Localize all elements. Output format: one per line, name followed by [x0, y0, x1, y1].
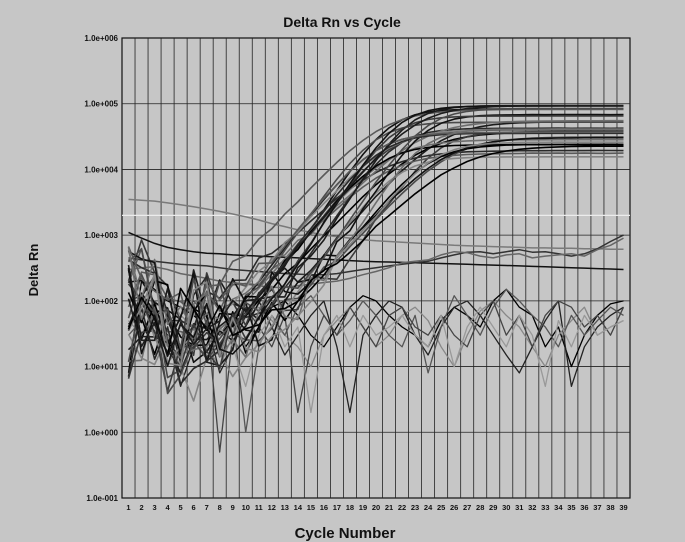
x-tick-label: 21	[385, 503, 393, 512]
x-tick-label: 3	[152, 503, 156, 512]
x-tick-label: 16	[320, 503, 328, 512]
y-tick-label: 1.0e+000	[84, 428, 118, 437]
series-layer	[127, 104, 625, 453]
x-tick-label: 33	[541, 503, 549, 512]
x-tick-label: 24	[424, 503, 433, 512]
x-tick-label: 6	[192, 503, 196, 512]
x-tick-label: 18	[346, 503, 354, 512]
y-tick-label: 1.0e-001	[86, 494, 118, 503]
noise-series-line	[127, 280, 625, 453]
amplification-curve	[127, 149, 624, 332]
x-tick-label: 35	[567, 503, 575, 512]
x-tick-label: 20	[372, 503, 380, 512]
x-tick-label: 30	[502, 503, 510, 512]
amplification-curve	[128, 138, 624, 362]
x-tick-label: 39	[619, 503, 627, 512]
amplification-curve	[128, 127, 624, 364]
x-tick-label: 13	[281, 503, 289, 512]
x-tick-label: 36	[580, 503, 588, 512]
amplification-curve	[127, 141, 624, 367]
background-series-line	[128, 234, 624, 276]
x-tick-label: 7	[205, 503, 209, 512]
x-tick-label: 2	[139, 503, 143, 512]
x-tick-label: 34	[554, 503, 563, 512]
background-series-line	[128, 198, 624, 250]
amplification-curve	[127, 108, 624, 314]
x-tick-label: 29	[489, 503, 497, 512]
x-tick-label: 19	[359, 503, 367, 512]
x-tick-label: 17	[333, 503, 341, 512]
y-tick-label: 1.0e+004	[84, 165, 118, 174]
x-tick-label: 8	[218, 503, 222, 512]
x-tick-label: 14	[294, 503, 303, 512]
x-tick-label: 10	[242, 503, 250, 512]
x-tick-label: 32	[528, 503, 536, 512]
y-tick-label: 1.0e+002	[84, 297, 118, 306]
background-series-line	[128, 237, 624, 289]
amplification-curve	[127, 105, 624, 368]
x-tick-label: 27	[463, 503, 471, 512]
y-axis-label: Delta Rn	[26, 244, 41, 297]
y-tick-label: 1.0e+003	[84, 231, 118, 240]
x-tick-label: 12	[268, 503, 276, 512]
x-tick-label: 25	[437, 503, 445, 512]
background-series-line	[128, 231, 624, 271]
x-tick-label: 15	[307, 503, 315, 512]
y-tick-labels: 1.0e-001 1.0e+000 1.0e+001 1.0e+002 1.0e+003…	[84, 34, 118, 503]
x-tick-label: 1	[126, 503, 130, 512]
x-tick-label: 23	[411, 503, 419, 512]
y-tick-label: 1.0e+005	[84, 100, 118, 109]
x-axis-label: Cycle Number	[295, 525, 396, 542]
amplification-curve	[127, 145, 624, 357]
y-tick-label: 1.0e+006	[84, 34, 118, 43]
x-tick-labels: 1 2 3 4 5 6 7 8 9 10 11 12 13 14 15 16 17 18 19 20 21 22 23 24 2…	[126, 503, 627, 512]
y-tick-label: 1.0e+001	[84, 363, 118, 372]
x-tick-label: 31	[515, 503, 523, 512]
x-tick-label: 11	[255, 503, 263, 512]
x-tick-label: 28	[476, 503, 484, 512]
x-tick-label: 26	[450, 503, 458, 512]
amplification-curve	[128, 113, 624, 363]
x-tick-label: 22	[398, 503, 406, 512]
amplification-curve	[127, 152, 624, 338]
x-tick-label: 38	[606, 503, 614, 512]
amplification-curve	[127, 128, 624, 359]
x-tick-label: 9	[231, 503, 235, 512]
x-tick-label: 4	[166, 503, 171, 512]
x-tick-label: 5	[179, 503, 183, 512]
amplification-curve	[127, 131, 624, 347]
x-tick-label: 37	[593, 503, 601, 512]
chart-title: Delta Rn vs Cycle	[283, 14, 401, 30]
